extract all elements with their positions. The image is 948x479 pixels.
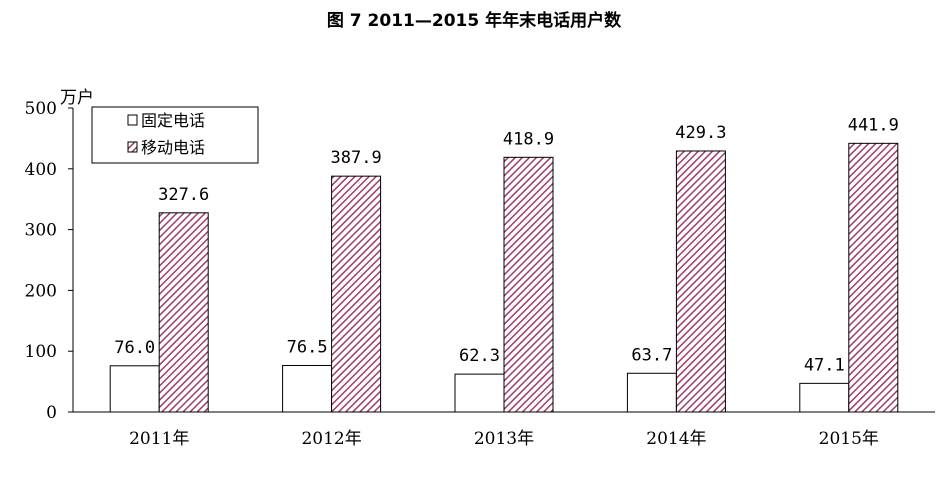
y-tick-label: 500 [25, 99, 57, 119]
data-label-mobile-phone: 429.3 [675, 123, 726, 143]
legend-box [91, 106, 259, 164]
x-tick-label: 2013年 [474, 429, 534, 449]
y-tick-label: 200 [25, 281, 57, 301]
data-label-mobile-phone: 441.9 [848, 115, 899, 135]
bar-fixed-phone [799, 382, 850, 413]
y-tick-label: 100 [25, 342, 57, 362]
y-tick-label: 300 [25, 221, 57, 241]
bar-mobile-phone [675, 150, 726, 413]
x-tick-label: 2015年 [819, 429, 879, 449]
y-tick-label: 400 [25, 160, 57, 180]
data-label-fixed-phone: 76.5 [287, 337, 328, 357]
bar-fixed-phone [109, 365, 160, 413]
x-tick-label: 2011年 [129, 429, 189, 449]
legend-label-fixed: 固定电话 [141, 111, 205, 130]
legend-swatch-fixed [127, 114, 138, 126]
legend-swatch-mobile [127, 141, 138, 153]
data-label-mobile-phone: 387.9 [331, 148, 382, 168]
bar-mobile-phone [848, 142, 899, 413]
legend: 固定电话 移动电话 [91, 106, 259, 164]
data-label-fixed-phone: 47.1 [804, 355, 845, 375]
data-label-fixed-phone: 62.3 [459, 346, 500, 366]
data-label-mobile-phone: 418.9 [503, 129, 554, 149]
bar-fixed-phone [454, 373, 505, 413]
bar-mobile-phone [503, 156, 554, 413]
bar-fixed-phone [282, 364, 333, 413]
data-label-fixed-phone: 76.0 [114, 338, 155, 358]
bar-mobile-phone [331, 175, 382, 413]
y-axis-unit: 万户 [60, 88, 94, 108]
bar-mobile-phone [158, 212, 209, 413]
chart-title: 图 7 2011—2015 年年末电话用户数 [326, 11, 622, 31]
y-tick-label: 0 [46, 403, 57, 423]
data-label-mobile-phone: 327.6 [158, 185, 209, 205]
bar-fixed-phone [626, 372, 677, 413]
x-tick-label: 2012年 [301, 429, 361, 449]
x-tick-label: 2014年 [646, 429, 706, 449]
legend-label-mobile: 移动电话 [141, 138, 205, 157]
data-label-fixed-phone: 63.7 [631, 345, 672, 365]
